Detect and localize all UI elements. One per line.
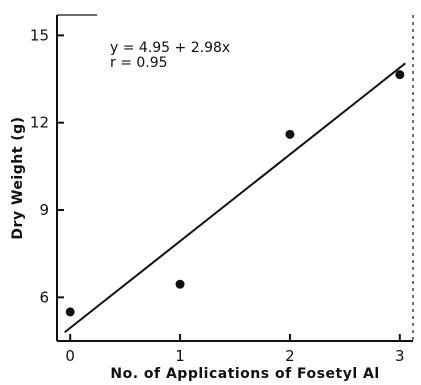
y-tick-label: 9 <box>39 201 49 219</box>
x-tick-label: 3 <box>395 347 405 365</box>
y-tick-label: 6 <box>39 288 49 306</box>
regression-line <box>64 62 406 334</box>
x-tick-label: 1 <box>175 347 185 365</box>
regression-equation: y = 4.95 + 2.98x <box>110 40 230 56</box>
correlation-coefficient: r = 0.95 <box>110 55 168 71</box>
x-axis-label: No. of Applications of Fosetyl Al <box>110 366 379 382</box>
y-tick-label: 12 <box>30 114 49 132</box>
x-tick-label: 0 <box>65 347 75 365</box>
data-point <box>175 279 185 289</box>
plot-frame <box>56 14 414 342</box>
data-point <box>395 70 405 80</box>
x-tick-label: 2 <box>285 347 295 365</box>
y-axis-label: Dry Weight (g) <box>10 116 26 239</box>
data-point <box>65 307 75 317</box>
data-point <box>285 129 295 139</box>
y-tick-label: 15 <box>30 26 49 44</box>
data-points <box>65 70 405 317</box>
